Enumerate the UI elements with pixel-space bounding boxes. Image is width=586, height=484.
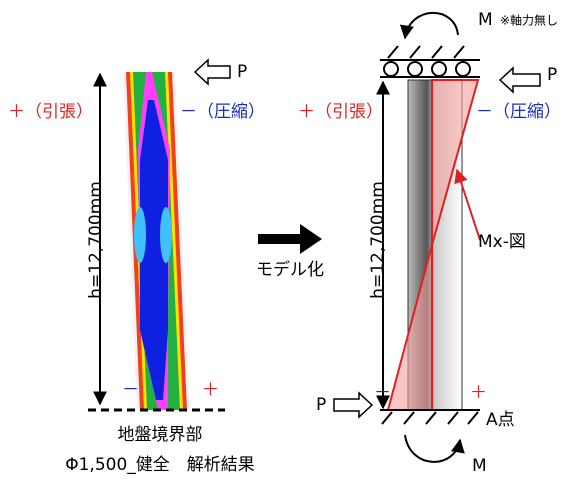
moment-arrow: [405, 435, 460, 462]
load-label: P: [237, 62, 247, 82]
note: ※軸力無し: [500, 13, 558, 28]
model-arrow: [258, 224, 322, 254]
caption: Φ1,500_健全 解析結果: [65, 455, 255, 475]
tension-label: ＋（引張）: [298, 102, 383, 122]
compression-label: －（圧縮）: [180, 102, 265, 122]
load-label: P: [316, 395, 326, 415]
diagram: h=12,700mm P ＋（引張） －（圧縮） － ＋ 地盤境界部 Φ1,50…: [0, 0, 586, 480]
tension-label: ＋（引張）: [8, 102, 93, 122]
moment-arrow: [405, 13, 458, 38]
diagram-label: Mx-図: [478, 232, 526, 252]
compression-label: －（圧縮）: [476, 102, 561, 122]
arrow-label: モデル化: [256, 259, 324, 280]
load-label: P: [547, 65, 557, 85]
height-label: h=12,700mm: [368, 181, 388, 299]
minus-label: －: [374, 383, 391, 403]
load-arrow: [500, 68, 540, 92]
plus-label: ＋: [202, 380, 219, 400]
minus-label: －: [122, 380, 139, 400]
caption: 地盤境界部: [118, 425, 203, 445]
height-label: h=12,700mm: [86, 181, 106, 299]
load-arrow: [334, 393, 372, 417]
point-label: A点: [486, 410, 515, 430]
moment-label: M: [478, 10, 493, 30]
plus-label: ＋: [470, 383, 487, 403]
moment-label: M: [472, 456, 487, 476]
contour: [123, 72, 190, 410]
load-arrow: [195, 60, 230, 84]
